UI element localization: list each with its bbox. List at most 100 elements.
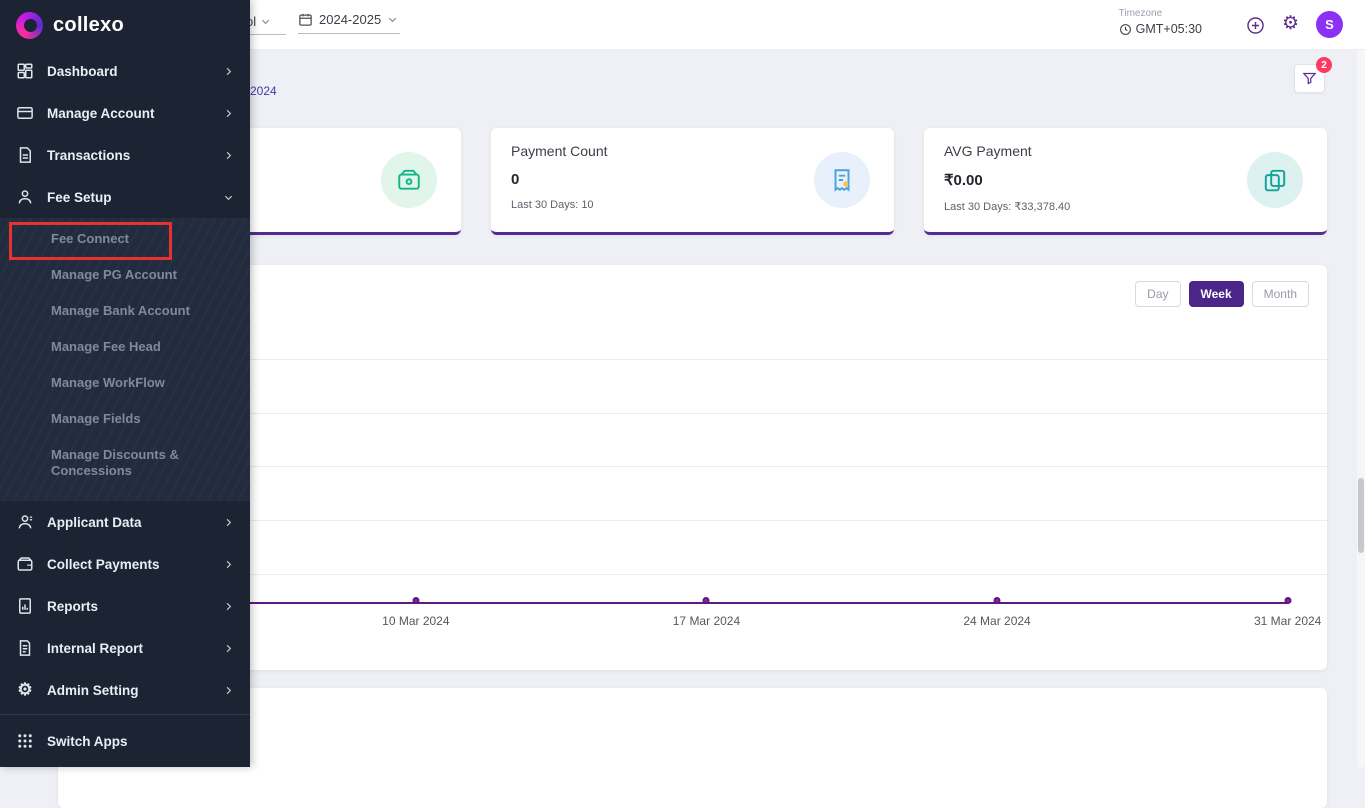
breadcrumb: 2024 xyxy=(250,84,277,98)
chevron-right-icon xyxy=(223,559,234,570)
stat-card-avg-payment: AVG Payment ₹0.00 Last 30 Days: ₹33,378.… xyxy=(924,128,1327,235)
sidebar-item-label: Dashboard xyxy=(47,63,118,79)
sidebar-item-reports[interactable]: Reports xyxy=(0,585,250,627)
stat-subtitle: Last 30 Days: ₹33,378.40 xyxy=(944,201,1071,213)
sidebar-subitem-manage-fee-head[interactable]: Manage Fee Head xyxy=(51,339,161,354)
filter-button[interactable]: 2 xyxy=(1294,57,1332,93)
stat-card-payment-count: Payment Count 0 Last 30 Days: 10 xyxy=(491,128,894,235)
add-button[interactable] xyxy=(1246,16,1265,35)
chart-period-toggle: Day Week Month xyxy=(1135,281,1309,307)
sidebar-subitem-manage-pg-account[interactable]: Manage PG Account xyxy=(51,267,177,282)
chevron-right-icon xyxy=(223,685,234,696)
chevron-down-icon xyxy=(387,14,398,25)
chart-data-point xyxy=(702,597,710,604)
sidebar-item-applicant-data[interactable]: Applicant Data xyxy=(0,501,250,543)
sidebar-item-label: Manage Account xyxy=(47,105,155,121)
chart-gridline xyxy=(58,413,1327,414)
sidebar-subitem-manage-discounts-concessions[interactable]: Manage Discounts & Concessions xyxy=(51,447,179,478)
toggle-day-button[interactable]: Day xyxy=(1135,281,1181,307)
chevron-down-icon xyxy=(260,16,271,27)
funnel-icon xyxy=(1302,72,1317,85)
chart-gridline xyxy=(58,574,1327,575)
calendar-icon xyxy=(298,12,313,27)
chevron-right-icon xyxy=(223,517,234,528)
filter-count-badge: 2 xyxy=(1316,57,1332,73)
dashboard-grid-icon xyxy=(16,62,34,80)
school-dropdown[interactable]: ol xyxy=(246,14,286,35)
chart-gridline xyxy=(58,466,1327,467)
chevron-right-icon xyxy=(223,150,234,161)
switch-apps-button[interactable]: Switch Apps xyxy=(0,715,250,767)
sidebar-item-label: Applicant Data xyxy=(47,514,142,530)
sidebar-subitem-fee-connect[interactable]: Fee Connect xyxy=(51,231,130,246)
chevron-right-icon xyxy=(223,643,234,654)
chevron-right-icon xyxy=(223,66,234,77)
sidebar-subitem-manage-bank-account[interactable]: Manage Bank Account xyxy=(51,303,190,318)
bar-chart-document-icon xyxy=(16,597,34,615)
chevron-down-icon xyxy=(223,192,234,203)
sidebar-item-label: Internal Report xyxy=(47,640,144,656)
payments-trend-chart: Day Week Month 10 Mar 2024 17 Mar 2024 2… xyxy=(58,265,1327,670)
scrollbar-thumb[interactable] xyxy=(1358,478,1364,553)
document-icon xyxy=(16,146,34,164)
school-dropdown-label: ol xyxy=(246,14,257,29)
copy-files-icon xyxy=(1247,152,1303,208)
stat-title: AVG Payment xyxy=(944,143,1032,159)
chart-data-point xyxy=(993,597,1001,604)
fee-setup-submenu: Fee Connect Manage PG Account Manage Ban… xyxy=(0,218,250,501)
user-avatar[interactable]: S xyxy=(1316,11,1343,38)
toggle-month-button[interactable]: Month xyxy=(1251,281,1309,307)
stat-title: Payment Count xyxy=(511,143,608,159)
avatar-initial: S xyxy=(1325,17,1334,32)
chart-data-point xyxy=(412,597,420,604)
gear-icon: ⚙ xyxy=(17,680,33,699)
wallet-icon xyxy=(381,152,437,208)
sidebar-item-label: Collect Payments xyxy=(47,556,160,572)
toggle-week-button[interactable]: Week xyxy=(1188,281,1244,307)
credit-card-icon xyxy=(16,104,34,122)
sidebar-subitem-manage-workflow[interactable]: Manage WorkFlow xyxy=(51,375,165,390)
stat-subtitle: Last 30 Days: 10 xyxy=(511,199,594,211)
sidebar-item-dashboard[interactable]: Dashboard xyxy=(0,50,250,92)
sidebar-item-admin-setting[interactable]: ⚙ Admin Setting xyxy=(0,669,250,711)
sidebar-item-manage-account[interactable]: Manage Account xyxy=(0,92,250,134)
scrollbar-track[interactable] xyxy=(1357,50,1365,767)
x-axis-label: 17 Mar 2024 xyxy=(672,614,741,628)
sidebar-item-fee-setup[interactable]: Fee Setup xyxy=(0,176,250,218)
timezone-block: Timezone GMT+05:30 xyxy=(1119,8,1202,36)
chart-gridline xyxy=(58,359,1327,360)
id-card-icon xyxy=(16,513,34,531)
apps-grid-icon xyxy=(16,732,34,750)
settings-gear-icon[interactable]: ⚙ xyxy=(1282,13,1300,34)
x-axis-label: 31 Mar 2024 xyxy=(1253,614,1322,628)
chart-data-point xyxy=(1284,597,1292,604)
user-icon xyxy=(16,188,34,206)
wallet-icon xyxy=(16,555,34,573)
logo-text: collexo xyxy=(53,13,125,36)
sidebar: collexo Dashboard Manage Account Transac… xyxy=(0,0,250,767)
session-dropdown-label: 2024-2025 xyxy=(319,12,382,27)
sidebar-item-collect-payments[interactable]: Collect Payments xyxy=(0,543,250,585)
session-dropdown[interactable]: 2024-2025 xyxy=(298,12,400,34)
logo[interactable]: collexo xyxy=(0,0,250,50)
sidebar-subitem-manage-fields[interactable]: Manage Fields xyxy=(51,411,141,426)
collexo-logo-icon xyxy=(16,11,43,39)
timezone-label: Timezone xyxy=(1118,8,1163,19)
sidebar-item-label: Transactions xyxy=(47,147,131,163)
stat-value: 0 xyxy=(511,171,520,188)
timezone-clock-icon xyxy=(1119,23,1132,36)
switch-apps-label: Switch Apps xyxy=(47,733,128,749)
chevron-right-icon xyxy=(223,601,234,612)
sidebar-item-transactions[interactable]: Transactions xyxy=(0,134,250,176)
sidebar-item-label: Admin Setting xyxy=(47,682,139,698)
sidebar-item-label: Fee Setup xyxy=(47,189,112,205)
stat-value: ₹0.00 xyxy=(944,172,983,189)
chart-line-series xyxy=(58,602,1288,604)
stat-cards-row: Payment Count 0 Last 30 Days: 10 AVG Pay… xyxy=(58,128,1327,235)
report-lines-icon xyxy=(16,639,34,657)
receipt-icon xyxy=(814,152,870,208)
sidebar-item-internal-report[interactable]: Internal Report xyxy=(0,627,250,669)
x-axis-label: 10 Mar 2024 xyxy=(382,614,450,628)
sidebar-item-label: Reports xyxy=(47,598,99,614)
chart-gridline xyxy=(58,520,1327,521)
